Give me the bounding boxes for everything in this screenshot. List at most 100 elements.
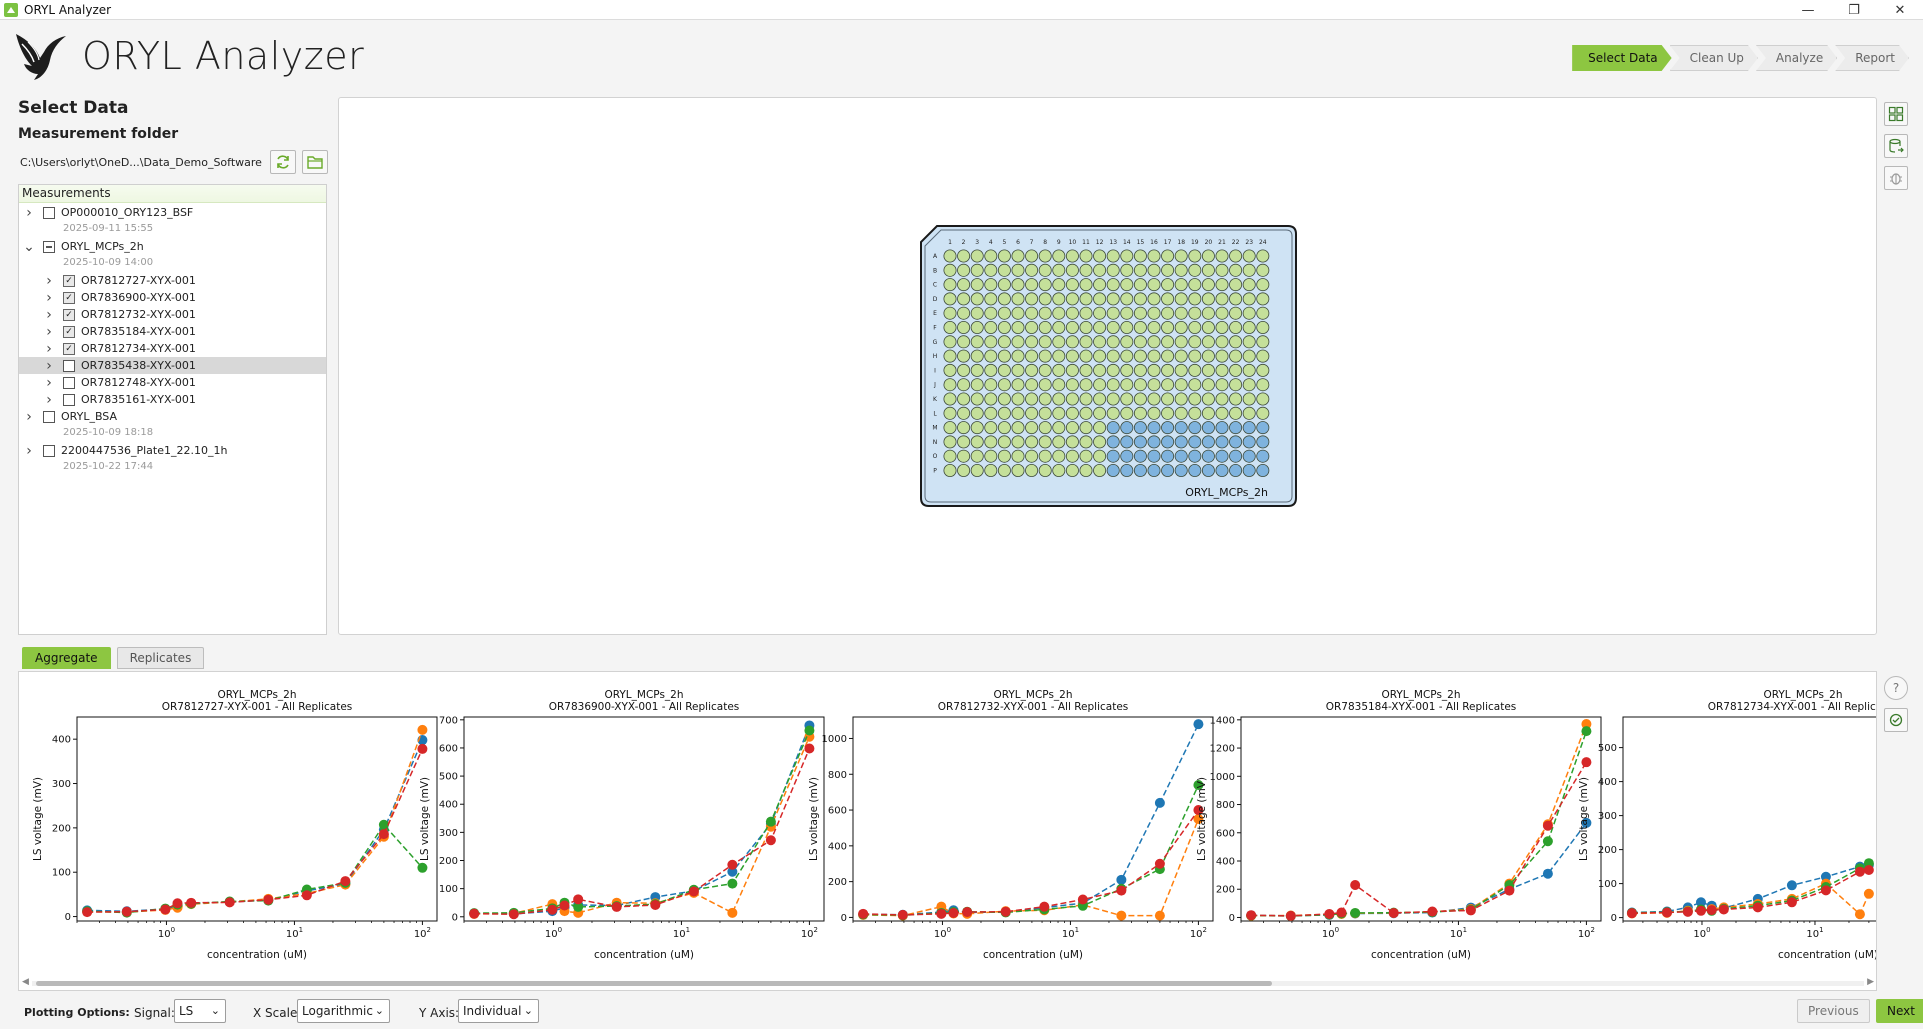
plate-well[interactable] [1242,306,1256,320]
plate-well[interactable] [943,378,957,392]
plate-well[interactable] [1120,449,1134,463]
plate-well[interactable] [1133,335,1147,349]
checkbox[interactable] [43,410,55,423]
plate-well[interactable] [1256,463,1270,477]
plate-well[interactable] [970,378,984,392]
plate-well[interactable] [1256,406,1270,420]
plate-well[interactable] [1174,292,1188,306]
plate-well[interactable] [1065,249,1079,263]
plate-well[interactable] [957,378,971,392]
tree-group[interactable]: › 2200447536_Plate1_22.10_1h [19,442,326,459]
plate-well[interactable] [1242,335,1256,349]
plate-well[interactable] [997,249,1011,263]
plate-well[interactable] [1188,449,1202,463]
plate-well[interactable] [984,335,998,349]
plate-well[interactable] [943,363,957,377]
checkbox[interactable] [63,359,75,372]
chevron-right-icon[interactable]: › [46,289,52,306]
tree-item[interactable]: › ✓ OR7812732-XYX-001 [19,306,326,323]
plate-well[interactable] [1025,435,1039,449]
plate-well[interactable] [1052,463,1066,477]
plate-well[interactable] [1256,249,1270,263]
plate-well[interactable] [1201,320,1215,334]
plate-well[interactable] [1229,406,1243,420]
previous-button[interactable]: Previous [1797,999,1870,1023]
tree-item[interactable]: › ✓ OR7812727-XYX-001 [19,272,326,289]
chevron-right-icon[interactable]: › [46,340,52,357]
plate-well[interactable] [1201,306,1215,320]
plate-well[interactable] [1242,392,1256,406]
plate-well[interactable] [1093,349,1107,363]
plate-well[interactable] [1147,249,1161,263]
plate-well[interactable] [1188,392,1202,406]
plate-well[interactable] [1120,378,1134,392]
plate-well[interactable] [1215,392,1229,406]
plate-well[interactable] [1161,306,1175,320]
plate-well[interactable] [1106,363,1120,377]
plate-well[interactable] [997,278,1011,292]
plate-well[interactable] [957,463,971,477]
plate-well[interactable] [1174,392,1188,406]
plate-well[interactable] [1093,449,1107,463]
plate-well[interactable] [1133,278,1147,292]
plate-well[interactable] [1025,306,1039,320]
plate-well[interactable] [1242,263,1256,277]
plate-well[interactable] [1065,263,1079,277]
plate-well[interactable] [1133,263,1147,277]
plate-well[interactable] [997,421,1011,435]
plate-well[interactable] [1038,392,1052,406]
plate-well[interactable] [1011,349,1025,363]
plate-well[interactable] [1242,406,1256,420]
plate-well[interactable] [1161,406,1175,420]
minimize-button[interactable]: — [1801,2,1815,18]
plate-well[interactable] [943,449,957,463]
plate-well[interactable] [1188,263,1202,277]
plate-well[interactable] [1065,335,1079,349]
plate-well[interactable] [943,263,957,277]
plate-well[interactable] [1229,421,1243,435]
checkbox[interactable] [43,206,55,219]
plate-well[interactable] [1093,278,1107,292]
plate-well[interactable] [1052,349,1066,363]
plate-well[interactable] [957,421,971,435]
checkbox[interactable] [43,240,55,253]
plate-well[interactable] [1174,421,1188,435]
plate-well[interactable] [984,320,998,334]
plate-well[interactable] [1025,463,1039,477]
plate-well[interactable] [1215,320,1229,334]
plate-well[interactable] [1038,349,1052,363]
plate-well[interactable] [1215,421,1229,435]
plate-well[interactable] [1052,378,1066,392]
plate-well[interactable] [1025,349,1039,363]
plate-well[interactable] [1147,463,1161,477]
plate-well[interactable] [1256,435,1270,449]
plate-well[interactable] [957,392,971,406]
plate-well[interactable] [1147,278,1161,292]
plate-well[interactable] [1106,421,1120,435]
plate-well[interactable] [1256,320,1270,334]
plate-well[interactable] [1174,263,1188,277]
plate-well[interactable] [984,263,998,277]
plate-well[interactable] [984,463,998,477]
plate-well[interactable] [1242,292,1256,306]
plate-well[interactable] [957,306,971,320]
plate-well[interactable] [1120,249,1134,263]
plate-well[interactable] [1256,263,1270,277]
plate-well[interactable] [1106,278,1120,292]
restore-button[interactable]: ❐ [1848,2,1860,18]
plate-well[interactable] [1201,449,1215,463]
chevron-right-icon[interactable]: › [46,323,52,340]
xscale-select[interactable]: Logarithmic ⌄ [297,999,390,1023]
plate-well[interactable] [957,263,971,277]
plate-well[interactable] [1133,449,1147,463]
plate-well[interactable] [1011,263,1025,277]
plate-well[interactable] [1256,421,1270,435]
plate-well[interactable] [997,363,1011,377]
plate-well[interactable] [1093,335,1107,349]
refresh-button[interactable] [270,150,296,174]
plate-well[interactable] [1133,306,1147,320]
plate-well[interactable] [1147,378,1161,392]
checkbox[interactable]: ✓ [63,342,75,355]
debug-button[interactable] [1884,166,1908,190]
plate-well[interactable] [1229,292,1243,306]
